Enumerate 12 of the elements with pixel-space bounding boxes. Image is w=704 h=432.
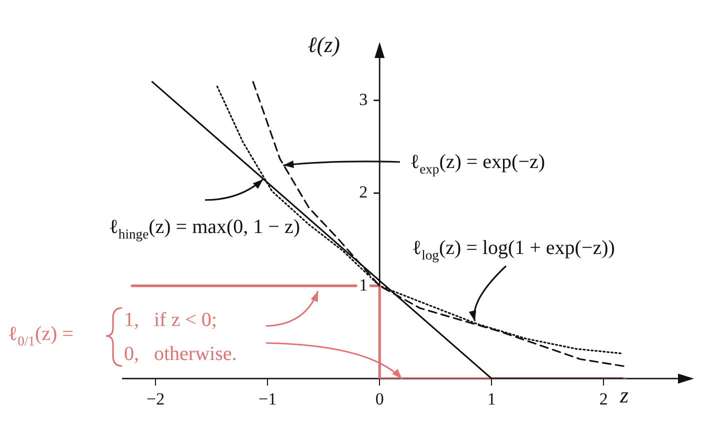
x-tick-label: 0 xyxy=(375,389,384,408)
x-tick-label: −1 xyxy=(258,389,277,408)
y-tick-label: 1 xyxy=(359,275,368,294)
x-tick-label: 2 xyxy=(599,389,608,408)
y-tick-label: 2 xyxy=(359,182,368,202)
y-tick-label: 3 xyxy=(359,90,368,109)
x-axis-title: z xyxy=(619,382,629,408)
annotation: 0, otherwise. xyxy=(124,343,237,365)
annotation: 1, if z < 0; xyxy=(124,309,217,331)
y-axis-title: ℓ(z) xyxy=(308,32,340,57)
x-tick-label: 1 xyxy=(487,389,496,408)
x-tick-label: −2 xyxy=(146,389,165,408)
